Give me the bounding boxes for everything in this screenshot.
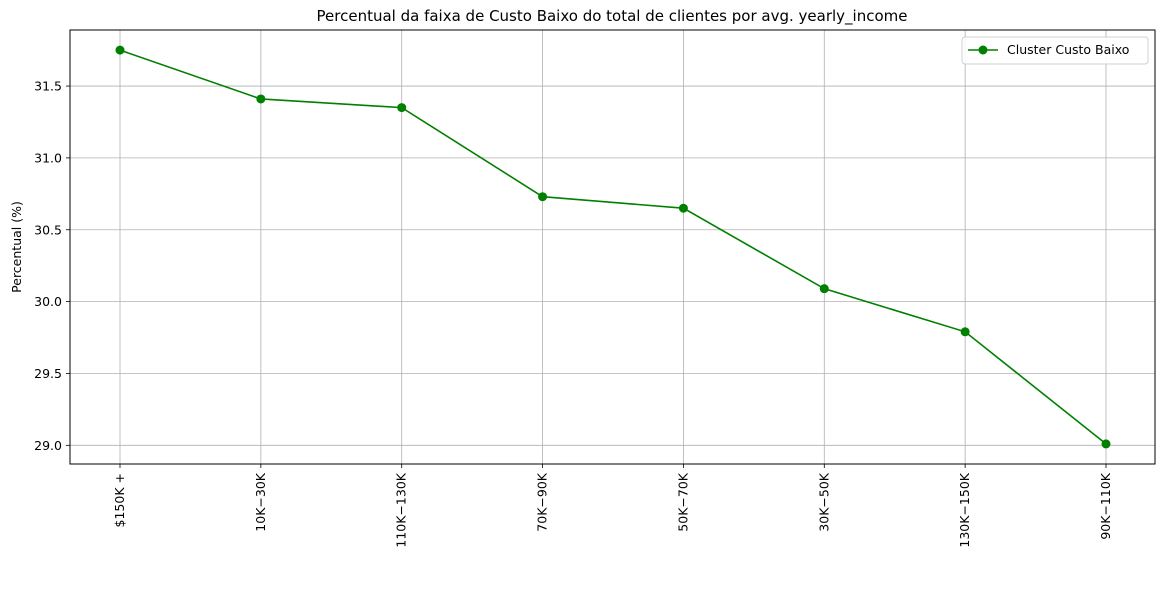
y-tick-label: 31.5 [34,79,62,94]
data-point [256,94,266,104]
data-point [538,192,548,202]
data-point [397,103,407,113]
y-axis-label: Percentual (%) [9,201,24,293]
legend-frame [961,36,1149,65]
x-tick-label: $150K + [112,473,127,527]
plot-frame [69,29,1156,465]
data-point [115,45,125,55]
x-tick-label: 110K−130K [394,472,409,547]
series-layer [115,45,1111,449]
y-tick-label: 30.0 [34,294,62,309]
y-tick-label: 30.5 [34,222,62,237]
x-tick-label: 50K−70K [675,472,690,531]
x-tick-label: 10K−30K [253,472,268,531]
data-point [1101,439,1111,449]
x-tick-label: 70K−90K [535,472,550,531]
series-line-cluster-custo-baixo [119,49,1107,445]
x-tick-label: 90K−110K [1098,472,1113,539]
legend-entry-cluster-custo-baixo: Cluster Custo Baixo [1007,42,1129,57]
y-tick-label: 29.5 [34,366,62,381]
data-point [960,327,970,337]
legend-marker-swatch [978,45,988,55]
x-axis: $150K + 10K−30K 110K−130K 70K−90K 50K−70K 30K… [112,464,1113,548]
legend: Cluster Custo Baixo [961,36,1149,65]
y-axis: 29.0 29.5 30.0 30.5 31.0 31.5 [34,79,70,453]
data-point [819,284,829,294]
y-tick-label: 29.0 [34,438,62,453]
chart-title: Percentual da faixa de Custo Baixo do to… [317,7,908,26]
x-tick-label: 30K−50K [816,472,831,531]
data-point [678,203,688,213]
grid [70,30,1155,464]
x-tick-label: 130K−150K [957,472,972,547]
y-tick-label: 31.0 [34,150,62,165]
